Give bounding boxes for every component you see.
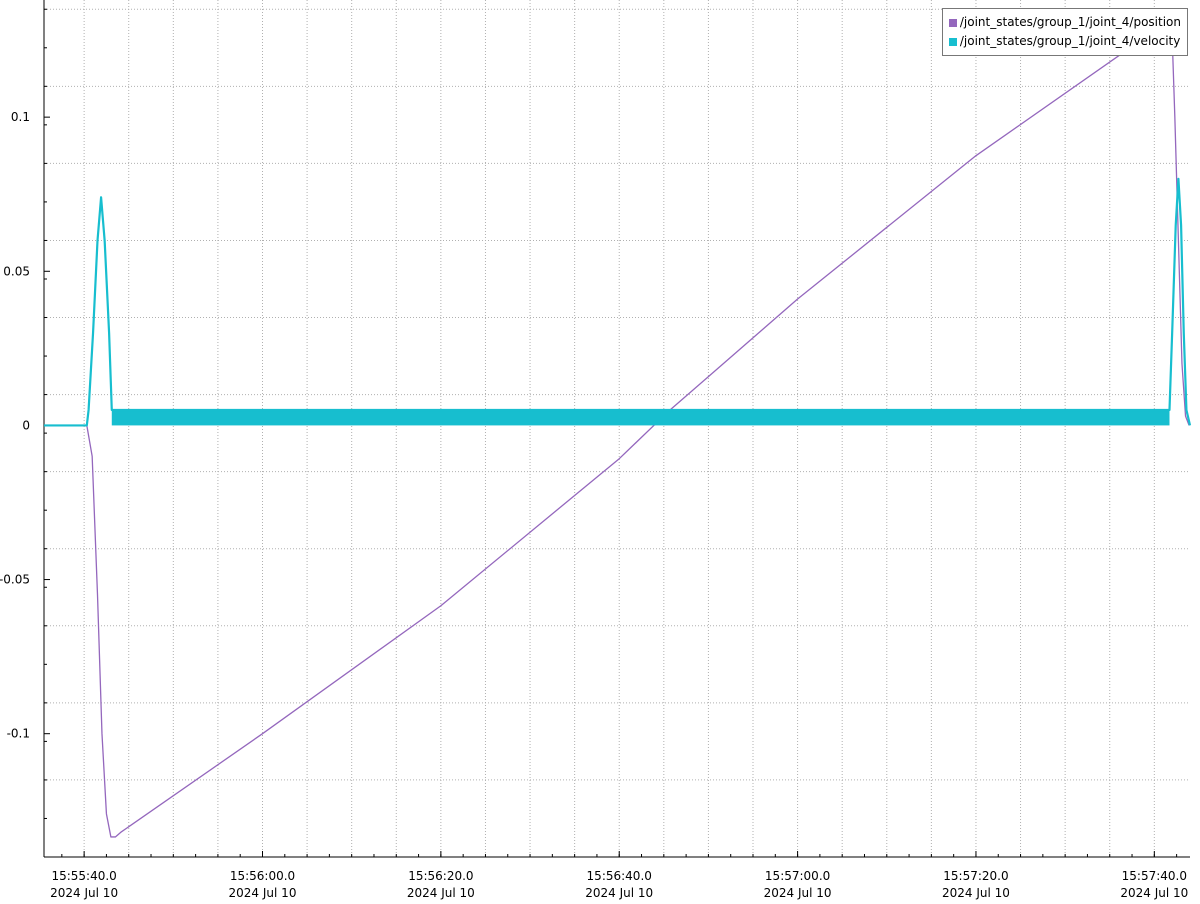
y-tick-label: -0.05 [0, 573, 30, 587]
x-tick-time-label: 15:56:40.0 [587, 869, 652, 883]
legend-swatch-position [948, 18, 957, 27]
y-tick-label: 0.1 [11, 110, 30, 124]
x-tick-time-label: 15:56:00.0 [230, 869, 295, 883]
series-line-velocity [44, 177, 1192, 427]
x-tick-time-label: 15:55:40.0 [51, 869, 116, 883]
legend: /joint_states/group_1/joint_4/position /… [941, 8, 1188, 56]
x-tick-date-label: 2024 Jul 10 [1120, 886, 1188, 900]
series-band-velocity [111, 410, 1170, 426]
x-tick-date-label: 2024 Jul 10 [407, 886, 475, 900]
legend-item-position[interactable]: /joint_states/group_1/joint_4/position [948, 13, 1181, 32]
x-tick-date-label: 2024 Jul 10 [229, 886, 297, 900]
x-tick-time-label: 15:57:00.0 [765, 869, 830, 883]
x-tick-time-label: 15:57:40.0 [1122, 869, 1187, 883]
x-tick-date-label: 2024 Jul 10 [585, 886, 653, 900]
x-tick-date-label: 2024 Jul 10 [942, 886, 1010, 900]
x-tick-date-label: 2024 Jul 10 [764, 886, 832, 900]
x-tick-time-label: 15:56:20.0 [408, 869, 473, 883]
legend-label-position: /joint_states/group_1/joint_4/position [959, 15, 1181, 29]
legend-label-velocity: /joint_states/group_1/joint_4/velocity [959, 34, 1181, 48]
y-tick-label: -0.1 [7, 727, 30, 741]
y-tick-label: 0 [22, 418, 30, 432]
series-line-position [44, 24, 1190, 838]
y-tick-label: 0.05 [3, 264, 30, 278]
legend-item-velocity[interactable]: /joint_states/group_1/joint_4/velocity [948, 32, 1181, 51]
x-tick-date-label: 2024 Jul 10 [50, 886, 118, 900]
x-tick-time-label: 15:57:20.0 [943, 869, 1008, 883]
legend-swatch-velocity [948, 37, 957, 46]
